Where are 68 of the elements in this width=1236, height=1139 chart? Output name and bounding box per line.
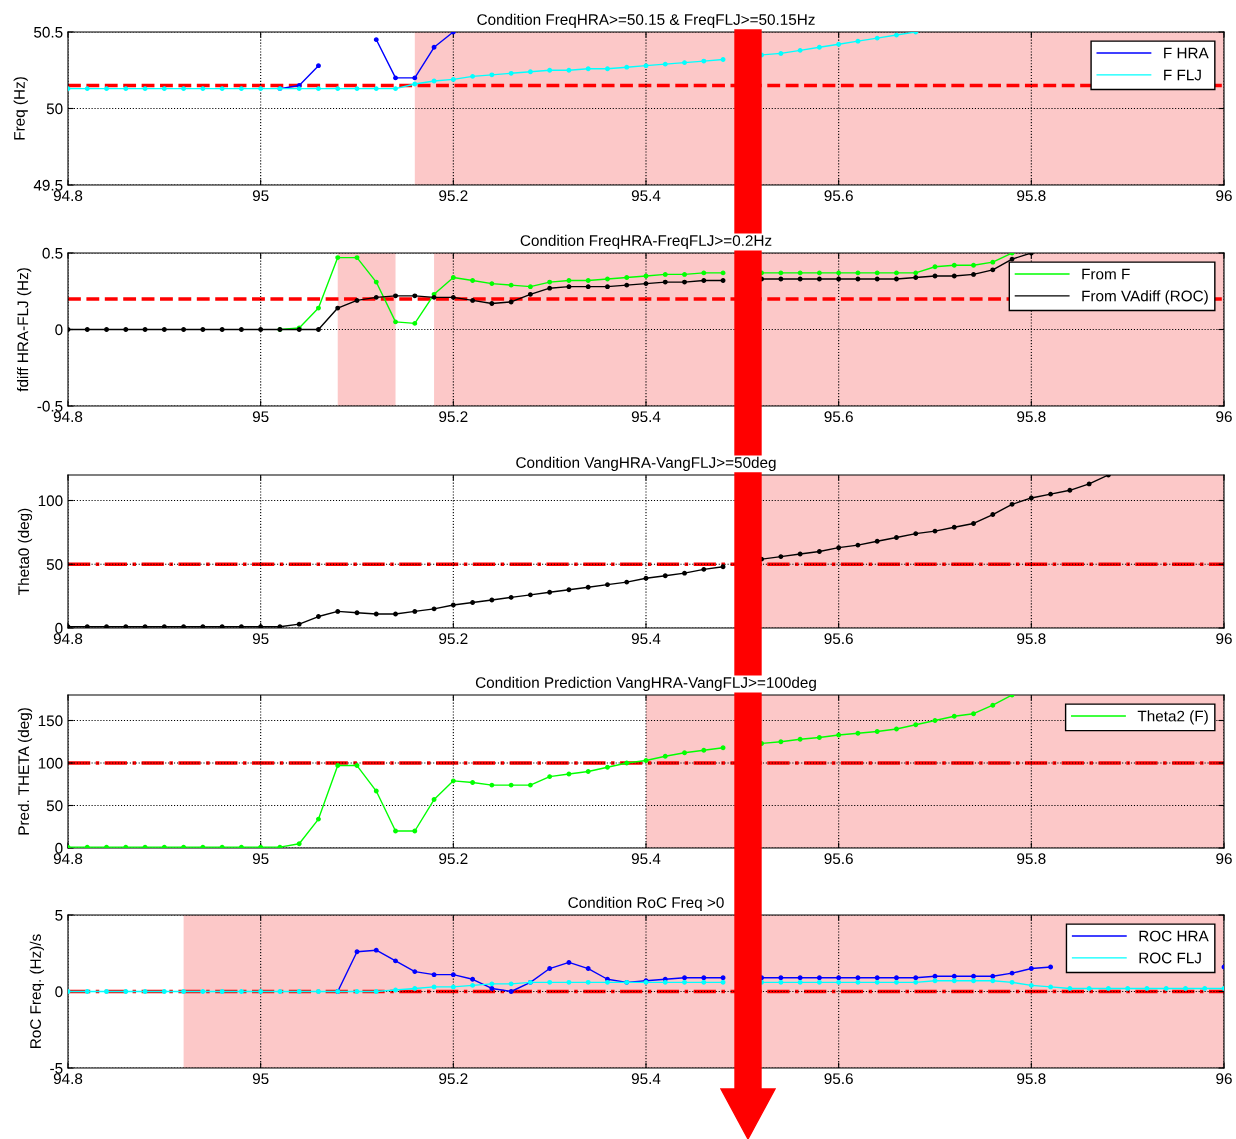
y-axis-title: Freq (Hz) — [13, 77, 28, 140]
x-tick-label: 95.8 — [1017, 190, 1046, 202]
y-tick-label: 0 — [55, 622, 63, 634]
x-tick-label: 96 — [1216, 633, 1232, 645]
x-tick-label: 95.4 — [631, 853, 661, 865]
chart-title: Condition RoC Freq >0 — [568, 896, 724, 911]
x-tick-label: 95.2 — [439, 633, 468, 645]
legend-label: F HRA — [1164, 47, 1209, 59]
x-tick-label: 95.4 — [631, 1073, 661, 1085]
x-tick-label: 95.2 — [439, 853, 468, 865]
y-tick-label: 49.5 — [33, 179, 63, 191]
chart-title: Condition FreqHRA>=50.15 & FreqFLJ>=50.15Hz — [477, 13, 815, 28]
y-tick-label: 150 — [38, 715, 63, 727]
y-axis-title: Pred. THETA (deg) — [17, 708, 33, 835]
x-tick-label: 95 — [252, 190, 269, 202]
y-axis-title: RoC Freq. (Hz)/s — [29, 934, 44, 1048]
y-axis-title: Theta0 (deg) — [17, 508, 33, 595]
x-tick-label: 94.8 — [53, 1073, 83, 1085]
legend-label: From F — [1082, 268, 1130, 280]
x-tick-label: 95 — [252, 633, 269, 645]
legend-label: Theta2 (F) — [1137, 710, 1208, 725]
legend-label: From VAdiff (ROC) — [1082, 290, 1208, 305]
y-tick-label: 50.5 — [34, 26, 63, 38]
x-tick-label: 96 — [1216, 190, 1232, 202]
y-tick-label: 0 — [55, 324, 63, 336]
legend-label: ROC HRA — [1139, 930, 1209, 942]
x-tick-label: 95.6 — [824, 1073, 853, 1085]
x-tick-label: 95.6 — [824, 853, 853, 865]
y-tick-label: -0.5 — [37, 400, 63, 412]
x-tick-label: 95.8 — [1017, 411, 1046, 423]
x-tick-label: 95.4 — [631, 190, 661, 202]
y-tick-label: 100 — [38, 757, 63, 769]
x-tick-label: 95.8 — [1017, 853, 1046, 865]
chart-title: Condition Prediction VangHRA-VangFLJ>=100deg — [475, 676, 816, 691]
y-tick-label: 0 — [55, 986, 63, 998]
x-tick-label: 95 — [252, 411, 269, 423]
x-tick-label: 96 — [1216, 411, 1232, 423]
y-tick-label: 50 — [46, 103, 63, 115]
y-tick-label: 100 — [38, 495, 63, 507]
x-tick-label: 94.8 — [53, 853, 83, 865]
y-tick-label: 50 — [46, 800, 63, 812]
y-tick-label: 0.5 — [42, 247, 63, 259]
chart-title: Condition VangHRA-VangFLJ>=50deg — [516, 456, 776, 471]
y-tick-label: 0 — [55, 842, 63, 854]
x-tick-label: 95.4 — [631, 633, 661, 645]
x-tick-label: 94.8 — [53, 411, 83, 423]
x-tick-label: 95.6 — [824, 190, 853, 202]
x-tick-label: 95.8 — [1017, 1073, 1046, 1085]
y-tick-label: 50 — [46, 559, 63, 570]
y-tick-label: 5 — [55, 910, 63, 921]
legend-label: ROC FLJ — [1139, 952, 1201, 964]
x-tick-label: 94.8 — [53, 633, 83, 645]
x-tick-label: 95.8 — [1017, 633, 1046, 645]
chart-title: Condition FreqHRA-FreqFLJ>=0.2Hz — [520, 234, 772, 249]
x-tick-label: 95.2 — [439, 190, 468, 202]
y-tick-label: -5 — [50, 1063, 63, 1074]
x-tick-label: 94.8 — [53, 190, 83, 202]
x-tick-label: 96 — [1216, 1073, 1232, 1085]
x-tick-label: 95 — [252, 1073, 269, 1085]
x-tick-label: 95 — [252, 853, 269, 865]
legend-label: F FLJ — [1164, 69, 1201, 81]
y-axis-title: fdiff HRA-FLJ (Hz) — [17, 268, 32, 392]
x-tick-label: 95.6 — [824, 633, 853, 645]
x-tick-label: 96 — [1216, 853, 1232, 865]
x-tick-label: 95.6 — [824, 411, 853, 423]
x-tick-label: 95.2 — [439, 411, 468, 423]
x-tick-label: 95.2 — [439, 1073, 468, 1085]
x-tick-label: 95.4 — [631, 411, 661, 423]
